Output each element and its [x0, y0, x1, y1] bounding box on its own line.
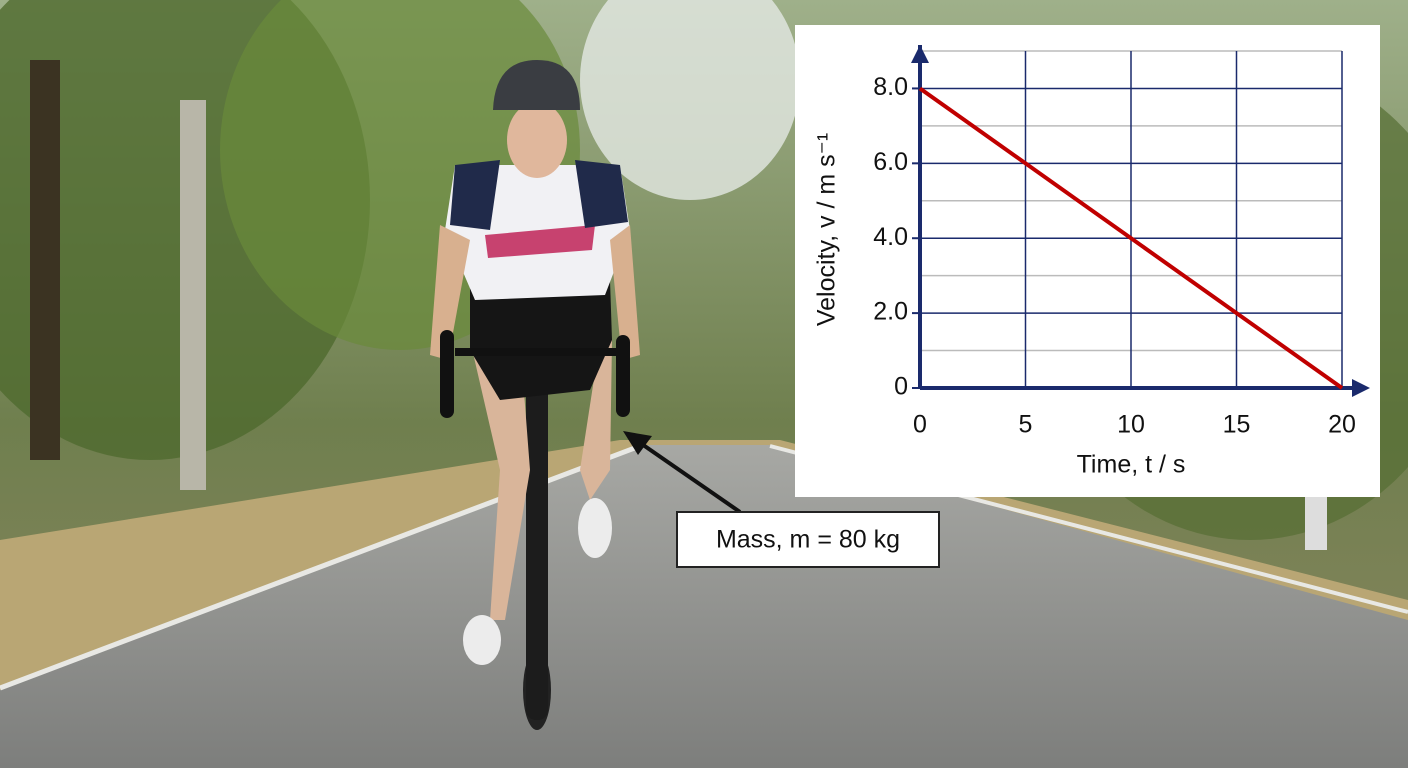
y-tick-label: 6.0	[873, 148, 908, 176]
annotation-box	[676, 511, 940, 568]
y-axis-label: Velocity, v / m s⁻¹	[813, 133, 841, 326]
annotation: Mass, m = 80 kg	[623, 431, 940, 568]
annotation-text: Mass, m = 80 kg	[716, 526, 900, 554]
y-tick-label: 8.0	[873, 73, 908, 101]
x-tick-label: 20	[1328, 411, 1356, 439]
annotation-arrow	[634, 438, 742, 514]
cyclist	[430, 60, 640, 730]
x-tick-label: 10	[1117, 411, 1145, 439]
x-axis-arrow	[1352, 379, 1370, 397]
x-tick-label: 15	[1223, 411, 1251, 439]
y-axis-arrow	[911, 45, 929, 63]
chart: 0 2.0 4.0 6.0 8.0 0 5 10 15 20 Time, t / s Velocity…	[813, 45, 1370, 479]
y-tick-label: 4.0	[873, 223, 908, 251]
x-tick-label: 5	[1019, 411, 1033, 439]
annotation-arrowhead	[623, 431, 652, 455]
y-tick-label: 0	[894, 373, 908, 401]
y-tick-label: 2.0	[873, 298, 908, 326]
x-axis-label: Time, t / s	[1077, 451, 1186, 479]
data-line	[918, 86, 1344, 390]
x-tick-label: 0	[913, 411, 927, 439]
chart-panel	[795, 25, 1380, 497]
